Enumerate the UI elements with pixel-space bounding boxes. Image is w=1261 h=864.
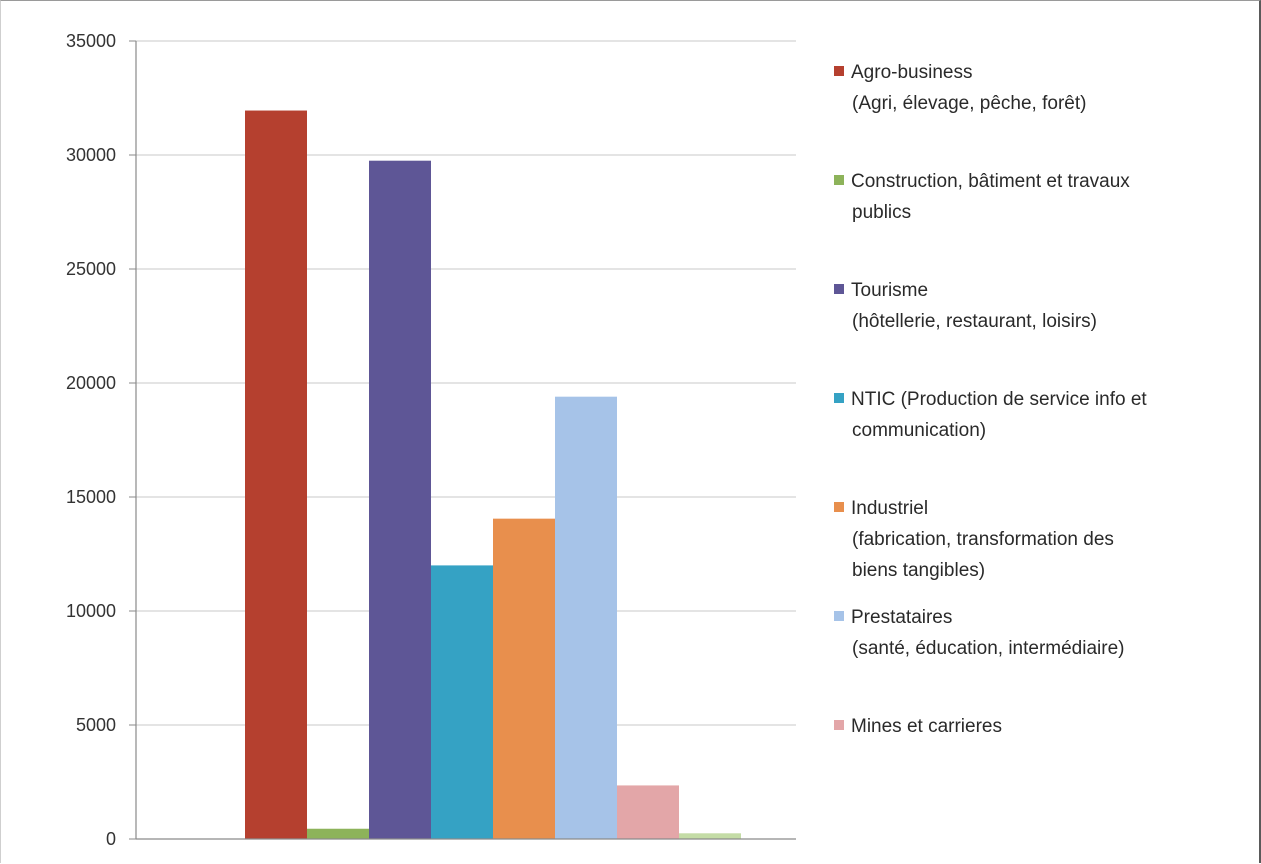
y-tick-label: 35000 xyxy=(66,31,116,51)
bar-series-8 xyxy=(679,833,741,839)
bar-series-4 xyxy=(431,565,493,839)
bar-series-3 xyxy=(369,160,431,839)
y-tick-label: 25000 xyxy=(66,259,116,279)
bars xyxy=(245,110,741,840)
legend-swatch xyxy=(834,611,844,621)
y-tick-label: 15000 xyxy=(66,487,116,507)
legend-swatch xyxy=(834,284,844,294)
legend: Agro-business (Agri, élevage, pêche, forê… xyxy=(834,62,1147,737)
axes xyxy=(129,40,796,840)
y-tick-label: 20000 xyxy=(66,373,116,393)
y-tick-label: 10000 xyxy=(66,601,116,621)
legend-swatch xyxy=(834,175,844,185)
legend-label: Mines et carrieres xyxy=(851,716,1002,737)
bar-series-7 xyxy=(617,785,679,839)
legend-swatch xyxy=(834,502,844,512)
y-tick-label: 5000 xyxy=(76,715,116,735)
bar-series-5 xyxy=(493,518,555,839)
legend-label: Construction, bâtiment et travaux publics xyxy=(851,171,1130,223)
y-tick-label: 0 xyxy=(106,829,116,849)
bar-series-1 xyxy=(245,110,307,840)
bar-series-2 xyxy=(307,828,369,839)
y-tick-label: 30000 xyxy=(66,145,116,165)
y-axis-tick-labels: 0 5000 10000 15000 20000 25000 30000 35000 xyxy=(66,31,116,849)
legend-label: Tourisme (hôtellerie, restaurant, loisirs… xyxy=(851,280,1097,332)
legend-label: Agro-business (Agri, élevage, pêche, forê… xyxy=(851,62,1086,114)
legend-label: Industriel (fabrication, transformation d… xyxy=(851,498,1114,581)
legend-swatch xyxy=(834,66,844,76)
bar-series-6 xyxy=(555,396,617,839)
legend-label: NTIC (Production de service info et commu… xyxy=(851,389,1147,441)
legend-label: Prestataires (santé, éducation, intermédi… xyxy=(851,607,1124,659)
legend-swatch xyxy=(834,720,844,730)
legend-swatch xyxy=(834,393,844,403)
